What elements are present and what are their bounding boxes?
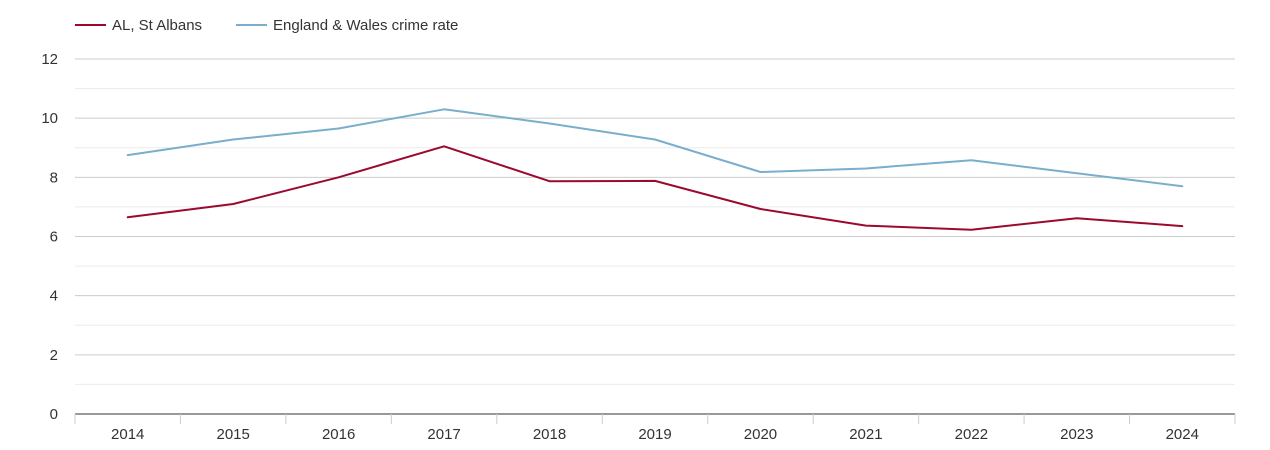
series-line-al-st-albans xyxy=(126,145,1184,231)
x-tick-label: 2021 xyxy=(849,426,882,443)
x-tick-label: 2015 xyxy=(216,426,249,443)
x-tick-label: 2017 xyxy=(427,426,460,443)
x-tick-label: 2014 xyxy=(111,426,144,443)
y-tick-label: 0 xyxy=(50,406,58,423)
x-tick-label: 2022 xyxy=(955,426,988,443)
x-tick-label: 2023 xyxy=(1060,426,1093,443)
y-tick-label: 8 xyxy=(50,169,58,186)
x-tick-label: 2018 xyxy=(533,426,566,443)
legend: AL, St Albans England & Wales crime rate xyxy=(75,17,458,34)
y-tick-label: 12 xyxy=(41,51,58,68)
x-tick-label: 2024 xyxy=(1166,426,1199,443)
y-tick-label: 10 xyxy=(41,110,58,127)
x-tick-label: 2020 xyxy=(744,426,777,443)
x-tick-label: 2016 xyxy=(322,426,355,443)
series-line-england-wales-crime-rate xyxy=(126,108,1184,188)
legend-label-england-wales: England & Wales crime rate xyxy=(273,17,458,34)
y-axis-ticks: 0 2 4 6 8 10 12 xyxy=(41,51,58,423)
y-tick-label: 2 xyxy=(50,347,58,364)
gridlines xyxy=(75,58,1235,385)
x-tick-label: 2019 xyxy=(638,426,671,443)
legend-label-al-st-albans: AL, St Albans xyxy=(112,17,202,34)
x-axis: 2014 2015 2016 2017 2018 2019 2020 2021 2022 2023… xyxy=(74,413,1236,443)
y-tick-label: 4 xyxy=(50,288,58,305)
y-tick-label: 6 xyxy=(50,229,58,246)
series-lines xyxy=(126,108,1184,231)
